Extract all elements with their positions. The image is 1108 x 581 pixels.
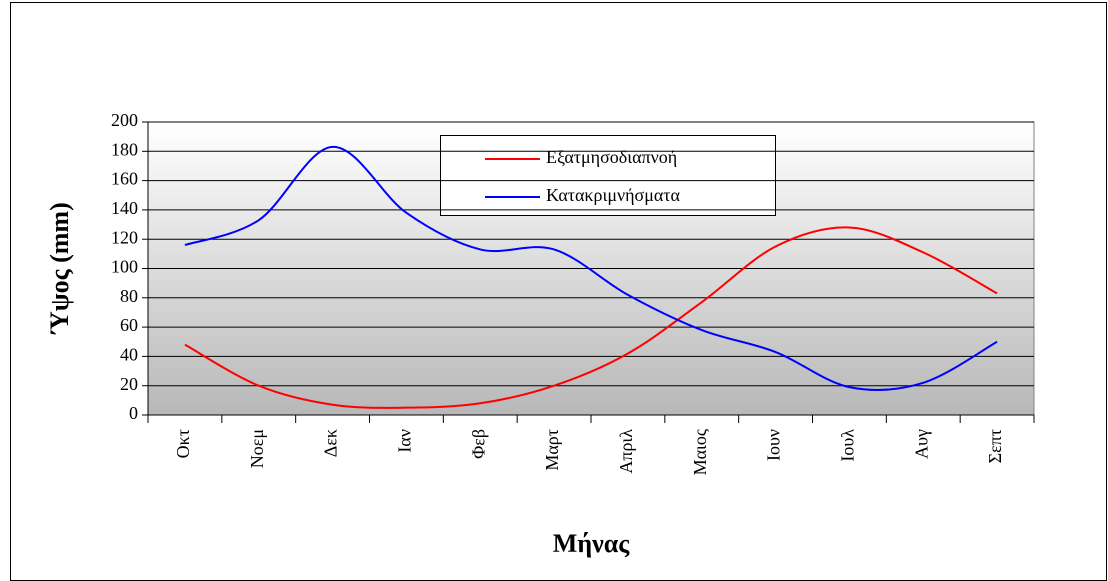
x-tick-label: Ιουλ bbox=[838, 429, 858, 462]
x-tick-label: Ιουν bbox=[764, 429, 784, 461]
y-tick-label: 20 bbox=[120, 374, 138, 394]
x-tick-label: Μαρτ bbox=[542, 429, 562, 471]
x-tick-label: Οκτ bbox=[173, 429, 193, 458]
y-tick-label: 0 bbox=[129, 403, 138, 423]
x-axis-title: Μήνας bbox=[553, 529, 630, 558]
legend-label: Εξατμησοδιαπνοή bbox=[546, 147, 677, 167]
x-tick-label: Σεπτ bbox=[985, 429, 1005, 463]
y-tick-label: 200 bbox=[111, 110, 138, 130]
x-tick-label: Αυγ bbox=[911, 429, 931, 459]
x-tick-label: Δεκ bbox=[321, 429, 341, 457]
y-tick-label: 160 bbox=[111, 169, 138, 189]
y-tick-label: 120 bbox=[111, 227, 138, 247]
series-line bbox=[184, 226, 998, 409]
y-axis-title: Ύψος (mm) bbox=[45, 202, 74, 334]
y-tick-label: 140 bbox=[111, 198, 138, 218]
x-tick-label: Φεβ bbox=[468, 429, 488, 459]
y-tick-label: 180 bbox=[111, 139, 138, 159]
x-tick-label: Απριλ bbox=[616, 429, 636, 474]
legend bbox=[440, 135, 776, 216]
y-tick-label: 40 bbox=[120, 345, 138, 365]
legend-label: Κατακριμνήσματα bbox=[546, 185, 681, 205]
series-line bbox=[184, 145, 998, 391]
x-tick-label: Ιαν bbox=[395, 429, 415, 453]
x-tick-label: Νοεμ bbox=[247, 429, 267, 468]
y-tick-label: 80 bbox=[120, 286, 138, 306]
y-tick-label: 100 bbox=[111, 257, 138, 277]
x-tick-label: Μαιος bbox=[690, 429, 710, 475]
y-tick-label: 60 bbox=[120, 315, 138, 335]
